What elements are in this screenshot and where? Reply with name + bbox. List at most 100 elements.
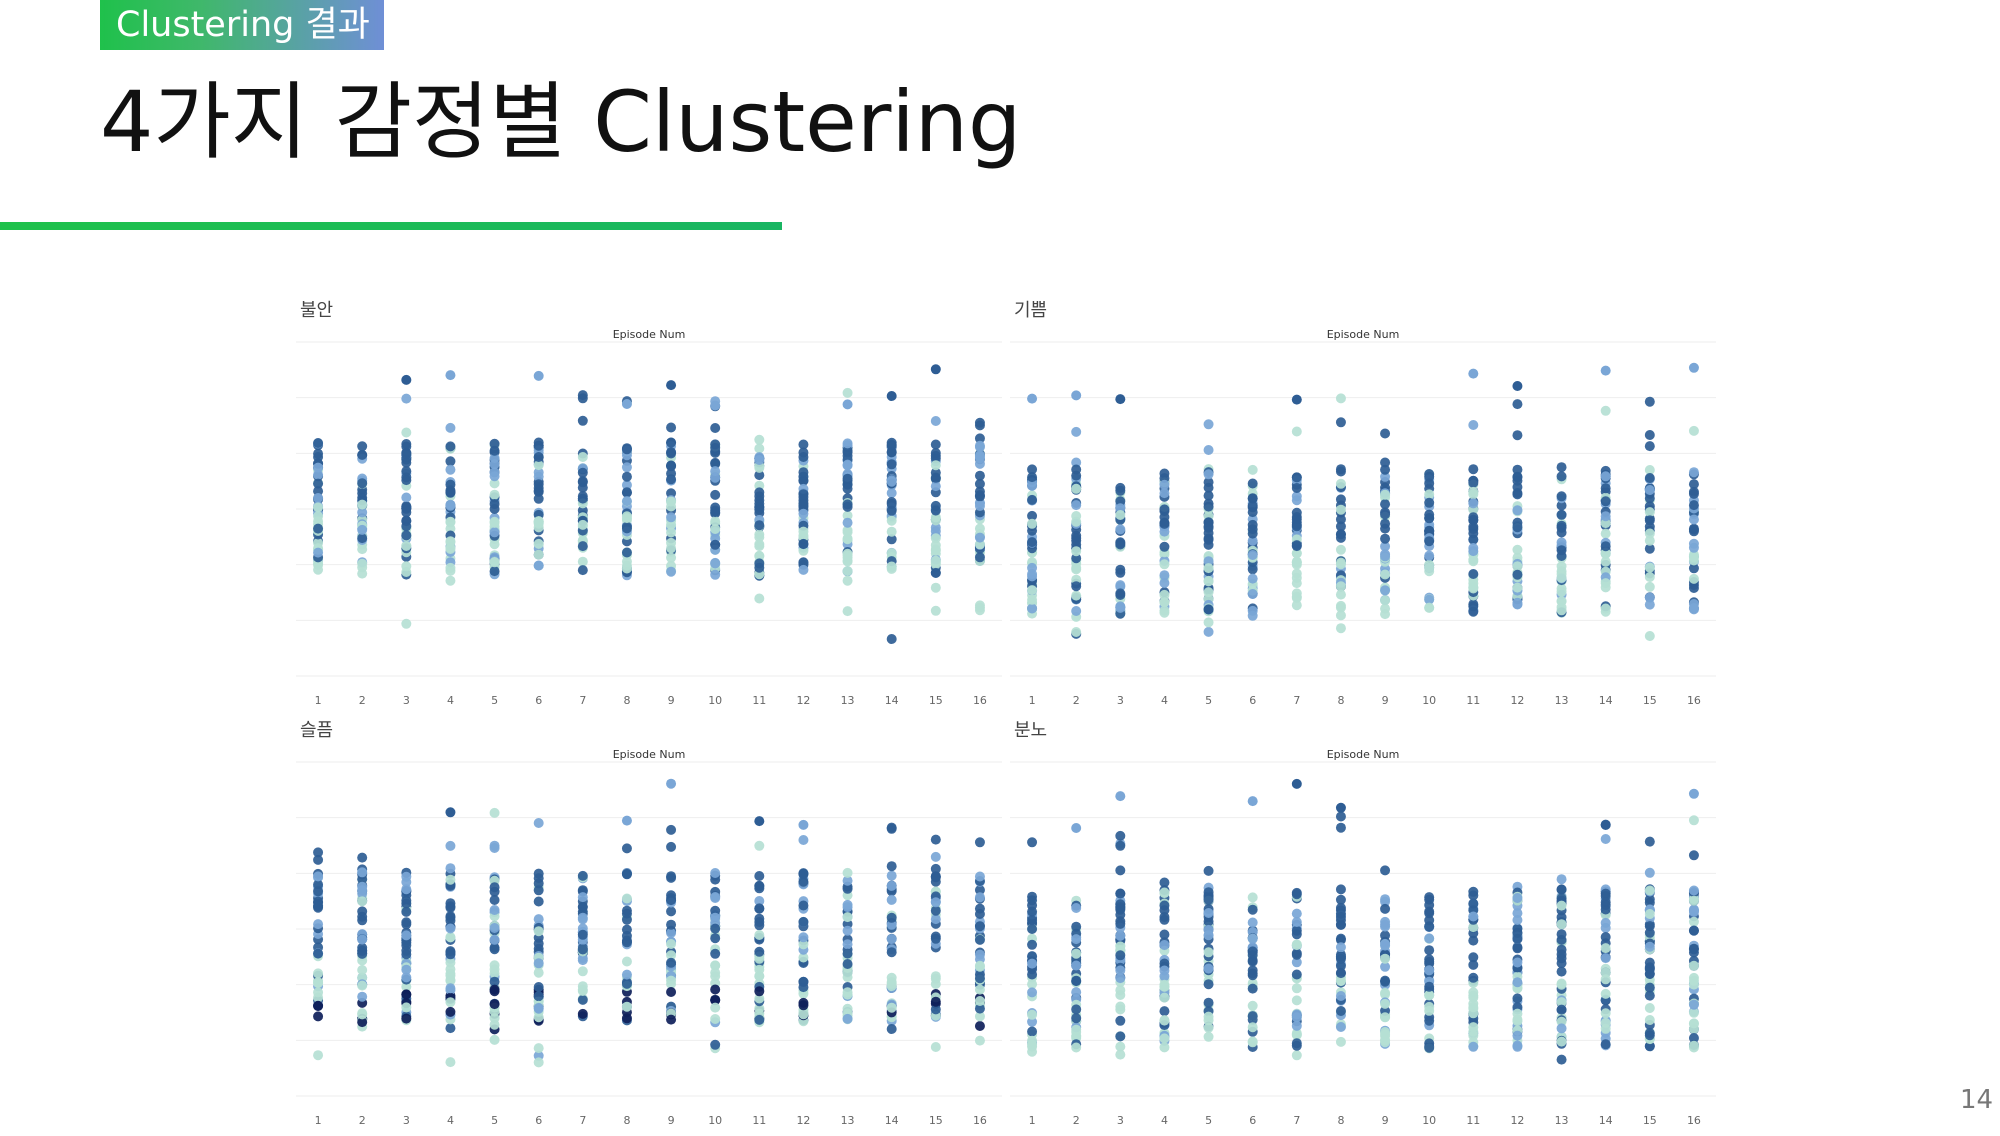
data-point	[1247, 550, 1258, 560]
data-point	[621, 1001, 632, 1012]
data-point	[1071, 934, 1082, 945]
data-point	[489, 566, 500, 577]
data-point	[1203, 517, 1214, 528]
data-point	[1688, 488, 1699, 499]
data-point	[1159, 912, 1170, 922]
data-point	[313, 486, 324, 497]
data-point	[1380, 533, 1391, 544]
data-point	[1071, 553, 1082, 564]
data-point	[1380, 457, 1391, 468]
data-point	[445, 949, 456, 960]
data-point	[710, 868, 721, 878]
data-point	[1468, 601, 1479, 612]
data-point	[1424, 602, 1435, 613]
data-point	[1556, 596, 1567, 607]
data-point	[1556, 471, 1567, 482]
data-point	[621, 513, 632, 524]
x-tick-label: 6	[1249, 694, 1256, 707]
data-point	[1688, 1018, 1699, 1029]
data-point	[1335, 623, 1346, 634]
data-point	[1291, 995, 1302, 1006]
data-point	[842, 867, 853, 878]
data-point	[577, 984, 588, 995]
data-point	[1159, 965, 1170, 976]
data-point	[1071, 921, 1082, 932]
data-point	[1115, 1031, 1126, 1042]
data-point	[666, 501, 677, 512]
data-point	[445, 456, 456, 467]
x-tick-label: 15	[1643, 694, 1657, 707]
data-point	[1071, 426, 1082, 437]
data-point	[401, 871, 412, 882]
data-point	[1071, 546, 1082, 557]
data-point	[974, 470, 985, 481]
data-point	[1291, 778, 1302, 789]
data-point	[1203, 908, 1214, 918]
data-point	[313, 547, 324, 558]
data-point	[489, 843, 500, 853]
data-point	[1556, 929, 1567, 940]
data-point	[974, 961, 985, 972]
data-point	[710, 507, 721, 518]
data-point	[710, 893, 721, 903]
data-point	[401, 475, 412, 486]
axis-title: Episode Num	[613, 748, 686, 761]
data-point	[886, 488, 897, 498]
chart-panel-joy: 기쁨 Episode Num 1 2 3 4 5 6 7 8 9 10 11 12 13 14 15 16	[1010, 296, 1716, 716]
data-point	[886, 894, 897, 905]
data-point	[1247, 478, 1258, 489]
data-point	[710, 400, 721, 411]
data-point	[798, 467, 809, 478]
data-point	[710, 984, 721, 995]
data-point	[1600, 917, 1611, 928]
data-point	[401, 374, 412, 385]
data-point	[1203, 419, 1214, 430]
data-point	[1556, 586, 1567, 597]
data-point	[445, 485, 456, 496]
data-point	[1512, 569, 1523, 580]
data-point	[1644, 592, 1655, 603]
data-point	[1512, 464, 1523, 475]
data-point	[1115, 965, 1126, 976]
data-point	[489, 478, 500, 489]
data-point	[1688, 885, 1699, 896]
data-point	[577, 994, 588, 1005]
data-point	[842, 501, 853, 512]
data-point	[1512, 597, 1523, 608]
data-point	[1424, 1001, 1435, 1012]
data-point	[842, 875, 853, 886]
data-point	[886, 912, 897, 923]
data-point	[666, 987, 677, 997]
data-point	[445, 912, 456, 923]
x-tick-label: 3	[1117, 694, 1124, 707]
data-point	[1203, 490, 1214, 501]
data-point	[401, 541, 412, 551]
data-point	[842, 902, 853, 913]
data-point	[1556, 491, 1567, 502]
data-point	[1688, 467, 1699, 478]
data-point	[445, 464, 456, 475]
data-point	[666, 841, 677, 852]
data-point	[489, 964, 500, 975]
data-point	[842, 438, 853, 449]
data-point	[621, 563, 632, 574]
data-point	[886, 534, 897, 545]
data-point	[357, 524, 368, 535]
data-point	[313, 438, 324, 448]
data-point	[1027, 510, 1038, 521]
data-point	[1380, 464, 1391, 475]
data-point	[930, 472, 941, 483]
data-point	[1071, 581, 1082, 592]
data-point	[1335, 417, 1346, 428]
data-point	[1291, 394, 1302, 405]
data-point	[1159, 597, 1170, 608]
data-point	[842, 606, 853, 617]
chart-panel-anxiety: 불안 Episode Num 1 2 3 4 5 6 7 8 9 10 11 12 13 14 15 16	[296, 296, 1002, 716]
data-point	[401, 906, 412, 917]
data-point	[1071, 1024, 1082, 1035]
data-point	[313, 902, 324, 913]
data-point	[666, 778, 677, 789]
data-point	[1159, 1006, 1170, 1017]
data-point	[1380, 595, 1391, 606]
